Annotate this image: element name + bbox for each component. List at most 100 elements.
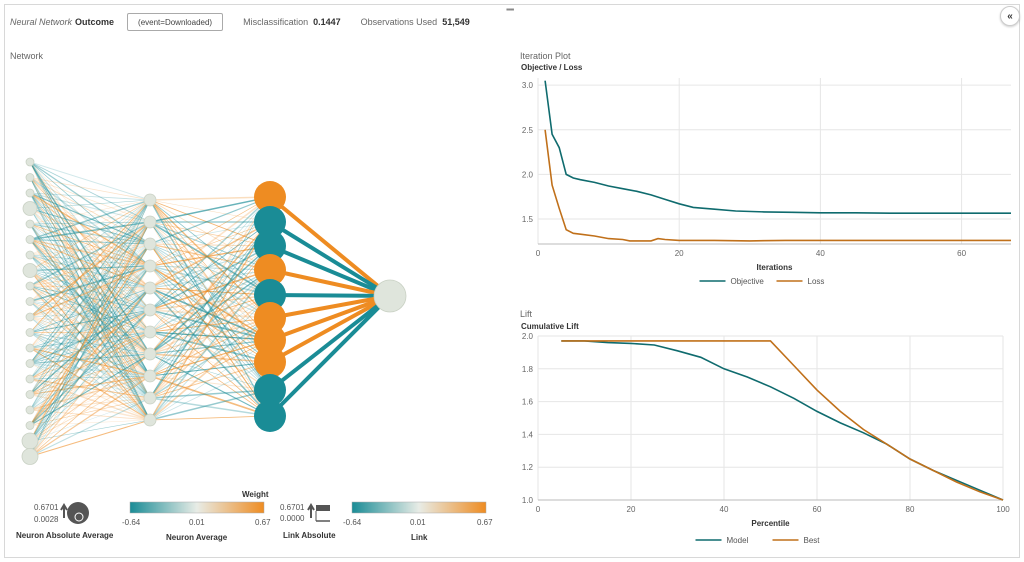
network-link: [149, 331, 271, 341]
network-link: [149, 196, 271, 223]
network-link: [149, 199, 271, 247]
network-link: [29, 239, 151, 333]
network-link: [29, 243, 151, 318]
network-link: [29, 254, 151, 289]
network-link: [149, 331, 271, 391]
network-link: [149, 196, 271, 311]
network-link: [29, 243, 151, 395]
lift-legend: Model Best: [695, 536, 820, 545]
network-link: [29, 309, 151, 380]
network-link: [29, 254, 151, 399]
neuron-size-icon: [60, 502, 89, 524]
network-link: [269, 268, 391, 298]
network-link: [149, 339, 271, 399]
network-link: [29, 309, 151, 318]
input-neuron: [25, 390, 35, 399]
network-link: [149, 245, 271, 289]
network-link: [29, 265, 151, 303]
network-link: [149, 309, 271, 319]
network-link: [149, 245, 271, 267]
network-link: [149, 287, 271, 417]
network-link: [29, 331, 151, 399]
network-link: [29, 199, 151, 318]
neuron-avg-max: 0.67: [255, 518, 271, 527]
network-link: [29, 221, 151, 318]
input-neuron: [25, 219, 35, 229]
hidden-neuron: [254, 181, 286, 213]
network-link: [29, 332, 151, 377]
network-link: [29, 353, 151, 411]
network-link: [29, 287, 151, 380]
network-link: [29, 301, 151, 333]
network-link: [29, 331, 151, 349]
network-link: [29, 331, 151, 395]
network-link: [29, 223, 151, 399]
network-link: [29, 243, 151, 364]
hidden-neuron: [143, 325, 157, 339]
iteration-x-tick: 20: [675, 249, 684, 258]
network-link: [29, 331, 151, 457]
network-nodes: [21, 157, 407, 465]
lift-plot-label: Lift: [520, 309, 533, 319]
network-link: [149, 196, 271, 355]
network-link: [29, 309, 151, 349]
network-link: [29, 238, 151, 267]
network-link: [29, 221, 151, 426]
network-link: [149, 317, 271, 377]
network-link: [29, 347, 151, 399]
lift-legend-model: Model: [727, 536, 749, 545]
network-link: [29, 199, 151, 442]
network-link: [29, 199, 151, 411]
network-link: [29, 199, 151, 287]
network-link: [29, 223, 151, 289]
hidden-neuron: [254, 230, 286, 262]
network-link: [149, 317, 271, 333]
network-link: [149, 221, 271, 271]
network-link: [29, 265, 151, 272]
network-link: [29, 331, 151, 380]
hidden-neuron: [254, 254, 286, 286]
network-link: [149, 287, 271, 319]
network-link: [29, 265, 151, 349]
network-link: [29, 397, 151, 458]
lift-grid: [537, 335, 1004, 501]
network-link: [149, 243, 271, 296]
hidden-neuron: [254, 400, 286, 432]
network-link: [29, 419, 151, 442]
iteration-chart-title: Objective / Loss: [521, 63, 583, 72]
network-link: [149, 221, 271, 421]
event-level-button[interactable]: (event=Downloaded): [127, 13, 224, 31]
link-abs-min: 0.0000: [280, 514, 305, 523]
network-link: [149, 415, 271, 421]
network-link: [29, 243, 151, 349]
input-neuron: [25, 405, 35, 415]
input-neuron: [25, 173, 35, 182]
network-link: [29, 243, 151, 457]
network-link: [149, 294, 271, 377]
network-link: [149, 196, 271, 267]
network-link: [29, 192, 151, 333]
network-link: [29, 192, 151, 355]
lift-x-axis-title: Percentile: [751, 519, 790, 528]
hidden-neuron: [143, 347, 157, 361]
network-link: [149, 317, 271, 355]
network-link: [29, 332, 151, 421]
drag-handle-icon[interactable]: ▪▪▪▪: [506, 5, 514, 14]
neuron-abs-min: 0.0028: [34, 515, 59, 524]
collapse-button[interactable]: «: [1000, 6, 1020, 26]
hidden-neuron: [143, 369, 157, 383]
network-link: [29, 199, 151, 457]
network-link: [29, 221, 151, 411]
hidden-neuron: [254, 374, 286, 406]
hidden-neuron: [143, 215, 157, 229]
network-link: [149, 265, 271, 391]
hidden-neuron: [254, 324, 286, 356]
network-link: [29, 353, 151, 380]
network-link: [29, 221, 151, 364]
network-link: [29, 199, 151, 241]
network-link: [29, 192, 151, 223]
network-link: [29, 199, 151, 256]
network-link: [149, 196, 271, 333]
observations-label: Observations Used: [360, 17, 438, 27]
network-link: [29, 397, 151, 426]
